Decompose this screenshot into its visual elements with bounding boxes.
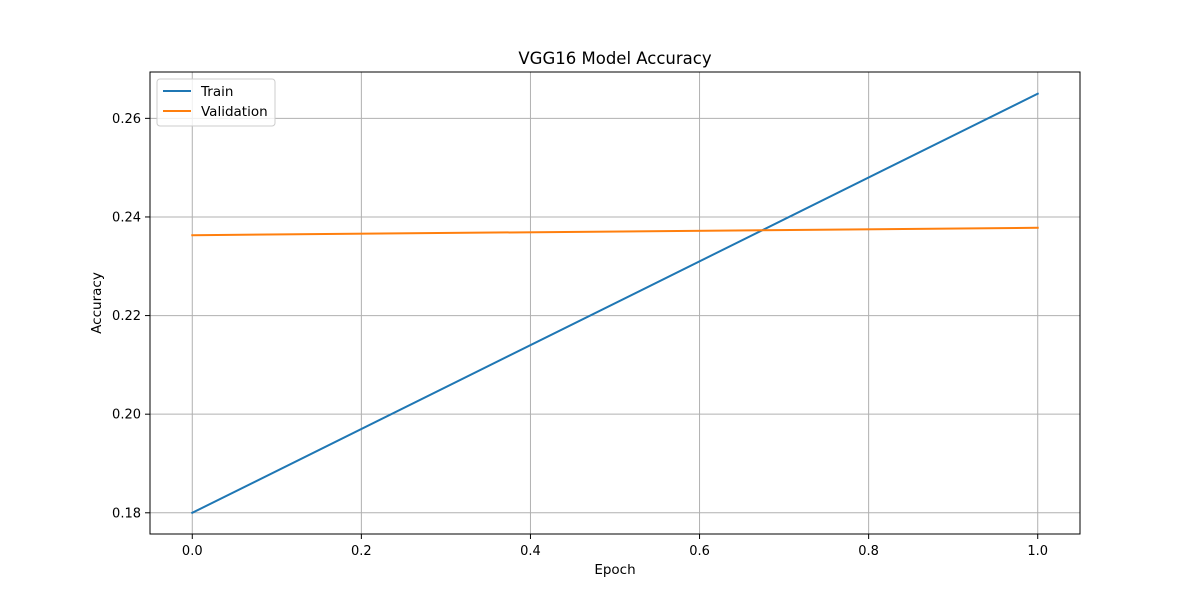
- y-tick-label: 0.26: [112, 112, 141, 127]
- legend: Train Validation: [156, 78, 276, 127]
- series-lines: [190, 92, 1040, 515]
- y-tick-label: 0.22: [112, 309, 141, 324]
- x-tick-label: 0.4: [520, 544, 541, 559]
- legend-label-validation: Validation: [201, 104, 268, 120]
- x-axis: 0.0 0.2 0.4 0.6 0.8 1.0: [182, 534, 1048, 559]
- y-axis-label: Accuracy: [89, 272, 105, 334]
- x-tick-label: 0.2: [351, 544, 372, 559]
- x-tick-label: 0.0: [182, 544, 203, 559]
- x-axis-label: Epoch: [594, 562, 635, 578]
- x-tick-label: 1.0: [1027, 544, 1048, 559]
- chart-title: VGG16 Model Accuracy: [518, 49, 711, 68]
- y-tick-label: 0.20: [112, 408, 141, 423]
- x-tick-label: 0.6: [689, 544, 710, 559]
- grid-lines: [150, 72, 1080, 534]
- series-line-validation: [191, 226, 1039, 237]
- series-line-train: [190, 92, 1040, 515]
- y-tick-label: 0.18: [112, 506, 141, 521]
- plot-frame: [149, 71, 1081, 535]
- x-tick-label: 0.8: [858, 544, 879, 559]
- y-tick-label: 0.24: [112, 210, 141, 225]
- y-axis: 0.18 0.20 0.22 0.24 0.26: [112, 112, 150, 521]
- legend-label-train: Train: [200, 84, 233, 100]
